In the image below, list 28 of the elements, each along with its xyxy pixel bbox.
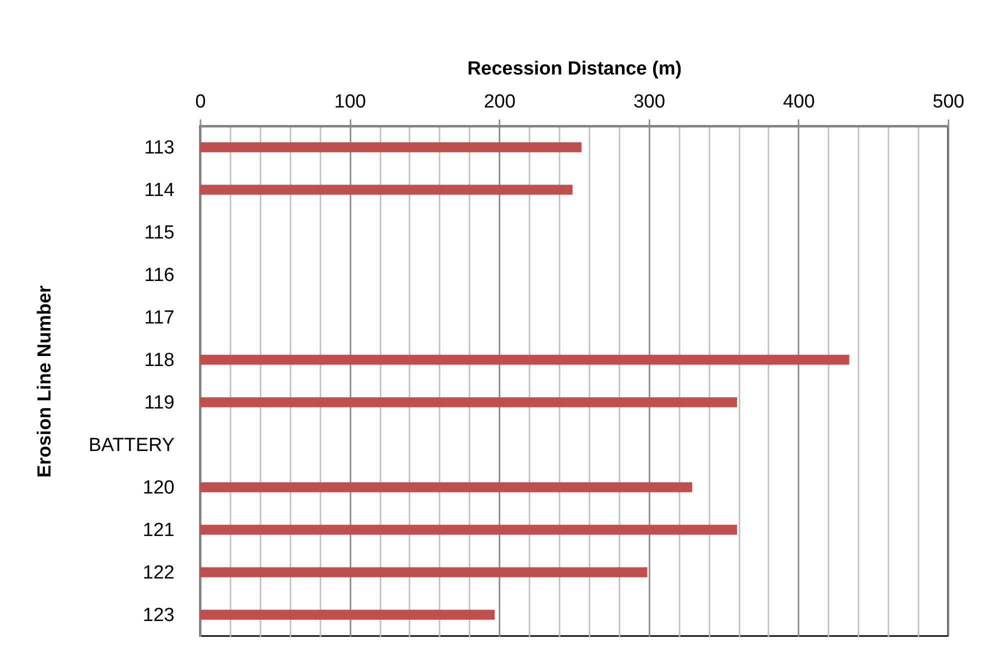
x-tick-label: 0 — [195, 92, 206, 112]
y-tick-label: 119 — [144, 392, 174, 414]
x-axis-title: Recession Distance (m) — [467, 58, 682, 80]
bar — [200, 482, 692, 492]
bar — [200, 397, 738, 408]
x-tick-label: 100 — [334, 92, 366, 112]
y-tick-label: 113 — [144, 137, 174, 158]
y-tick-label: 123 — [142, 604, 174, 626]
bar — [200, 184, 573, 195]
x-tick-label: 500 — [932, 92, 964, 112]
bar — [200, 610, 495, 620]
x-tick-label: 200 — [484, 92, 516, 112]
y-tick-label: 115 — [144, 222, 174, 244]
bar — [200, 142, 582, 152]
y-tick-label: 122 — [142, 562, 174, 584]
bar — [200, 567, 648, 578]
y-tick-label: 121 — [142, 520, 174, 541]
y-tick-label: BATTERY — [88, 434, 175, 456]
x-tick-label: 300 — [633, 92, 666, 112]
y-tick-label: 120 — [142, 477, 174, 498]
y-tick-label: 114 — [144, 180, 175, 201]
y-tick-label: 117 — [144, 307, 174, 328]
bar — [200, 354, 850, 365]
bar — [200, 524, 738, 535]
y-tick-label: 118 — [144, 350, 174, 371]
y-tick-label: 116 — [144, 264, 174, 286]
y-axis-title: Erosion Line Number — [34, 284, 56, 478]
x-tick-label: 400 — [783, 92, 815, 112]
